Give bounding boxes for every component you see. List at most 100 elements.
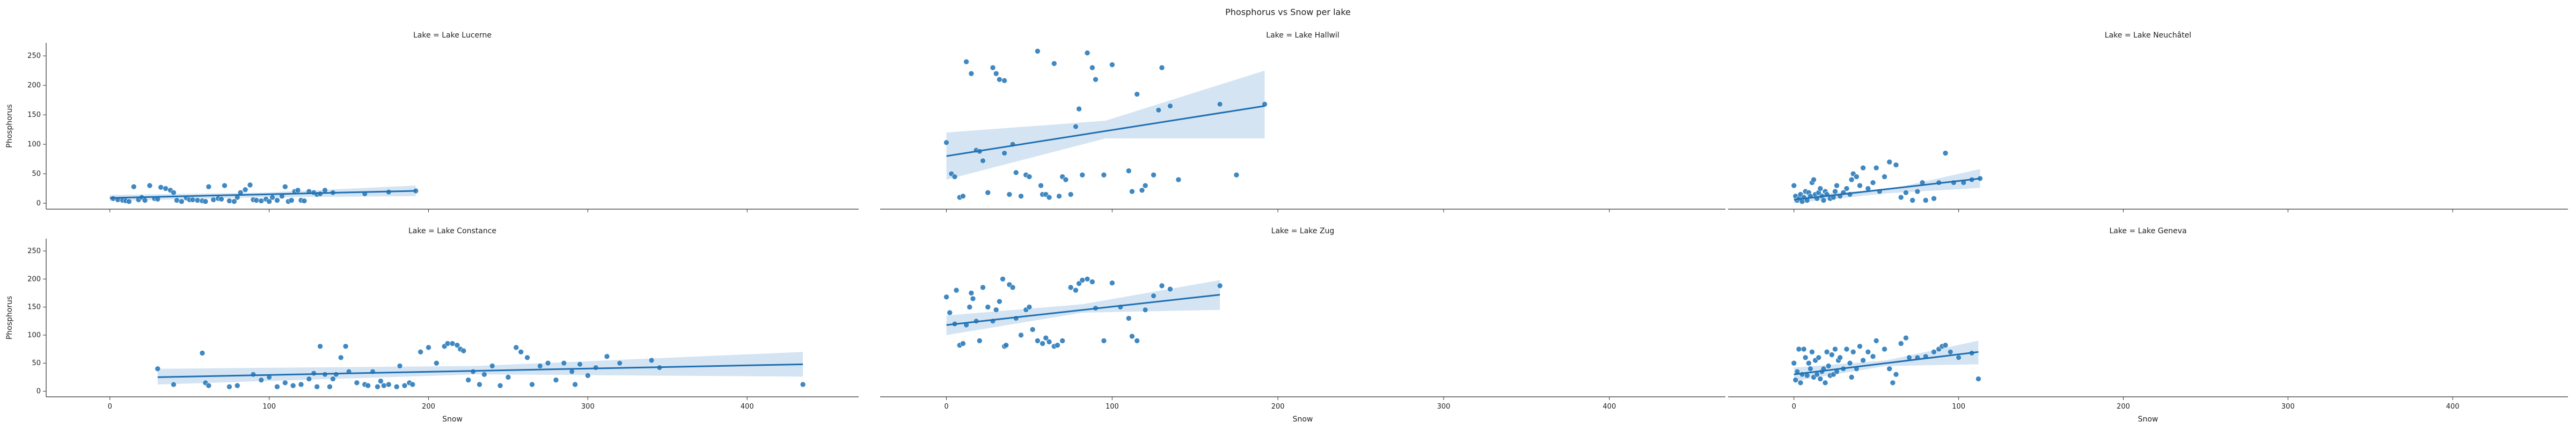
data-point	[1837, 354, 1843, 361]
data-point	[1886, 159, 1893, 165]
data-point	[1001, 150, 1007, 156]
data-point	[943, 294, 949, 300]
y-tick-label: 200	[27, 275, 41, 283]
data-point	[1873, 165, 1879, 171]
data-point	[947, 309, 953, 316]
data-point	[354, 380, 360, 386]
data-point	[1084, 50, 1091, 56]
data-point	[1825, 363, 1832, 369]
data-point	[1816, 354, 1822, 361]
data-point	[306, 376, 312, 382]
data-point	[381, 382, 387, 389]
data-point	[1848, 374, 1855, 380]
data-point	[327, 383, 333, 390]
data-point	[1046, 194, 1052, 201]
data-point	[1125, 315, 1132, 321]
data-point	[163, 186, 169, 191]
x-tick-label: 0	[1792, 403, 1796, 411]
data-point	[266, 198, 272, 205]
panel-4: Lake = Lake Constance 0 100 200 300 400 0 50 100…	[5, 227, 859, 424]
data-point	[338, 354, 344, 361]
data-point	[401, 382, 408, 389]
data-point	[1059, 338, 1066, 344]
data-point	[130, 183, 137, 190]
data-point	[1857, 343, 1863, 350]
data-point	[1898, 194, 1904, 201]
data-point	[1018, 193, 1024, 199]
data-point	[222, 182, 228, 189]
x-tick-label: 200	[1271, 403, 1285, 411]
data-point	[1026, 174, 1033, 180]
regression-line	[946, 105, 1265, 157]
data-point	[1000, 276, 1006, 282]
data-point	[1067, 191, 1074, 197]
y-tick-label: 100	[27, 331, 41, 339]
data-point	[1834, 182, 1840, 189]
data-point	[529, 381, 535, 388]
data-point	[1006, 191, 1013, 197]
data-point	[513, 344, 519, 351]
data-point	[274, 383, 280, 390]
data-point	[1159, 283, 1165, 289]
data-point	[258, 198, 265, 204]
data-point	[206, 382, 212, 389]
confidence-band	[1794, 341, 1979, 381]
data-point	[1791, 360, 1797, 366]
panel-title: Lake = Lake Constance	[408, 227, 496, 235]
data-point	[997, 76, 1002, 83]
data-point	[465, 377, 471, 383]
regression-line	[1794, 351, 1979, 375]
data-point	[1843, 346, 1850, 352]
data-point	[976, 338, 983, 344]
data-point	[1055, 342, 1060, 349]
data-point	[301, 198, 308, 204]
data-point	[206, 183, 212, 190]
data-point	[1129, 188, 1135, 195]
data-point	[561, 360, 567, 366]
data-point	[604, 353, 610, 359]
data-point	[444, 341, 451, 346]
data-point	[993, 307, 999, 313]
data-point	[1914, 188, 1921, 195]
data-point	[317, 343, 323, 350]
data-point	[1139, 187, 1145, 194]
data-point	[1865, 349, 1871, 355]
data-point	[1870, 353, 1876, 359]
data-point	[648, 357, 655, 364]
data-point	[258, 377, 265, 383]
data-point	[226, 383, 232, 390]
data-point	[1038, 182, 1044, 189]
data-point	[1040, 341, 1045, 346]
data-point	[1109, 280, 1115, 286]
y-tick-label: 150	[27, 304, 41, 312]
data-point	[298, 381, 304, 388]
data-point	[477, 381, 482, 388]
data-point	[1847, 360, 1853, 366]
data-point	[1013, 169, 1019, 176]
data-point	[1101, 172, 1107, 178]
data-point	[1893, 162, 1899, 168]
data-point	[1029, 327, 1036, 332]
data-point	[1829, 352, 1835, 358]
data-point	[1142, 307, 1148, 313]
regression-line	[109, 190, 416, 199]
data-point	[1975, 376, 1981, 382]
data-point	[1051, 61, 1057, 66]
data-point	[171, 381, 177, 388]
data-point	[1101, 338, 1107, 344]
data-point	[943, 139, 949, 146]
x-tick-label: 300	[1437, 403, 1451, 411]
data-point	[1886, 366, 1893, 372]
panels-group: Lake = Lake Lucerne 0 50 100 150 200 250 Phosph…	[5, 31, 2568, 424]
data-point	[1142, 182, 1148, 189]
data-point	[1870, 180, 1876, 186]
data-point	[330, 376, 336, 382]
data-point	[497, 382, 503, 389]
data-point	[158, 184, 164, 190]
data-point	[454, 342, 460, 349]
data-point	[1167, 103, 1173, 109]
x-tick-label: 200	[2117, 403, 2130, 411]
data-point	[269, 194, 275, 201]
regression-line	[946, 294, 1220, 326]
data-point	[218, 196, 224, 202]
